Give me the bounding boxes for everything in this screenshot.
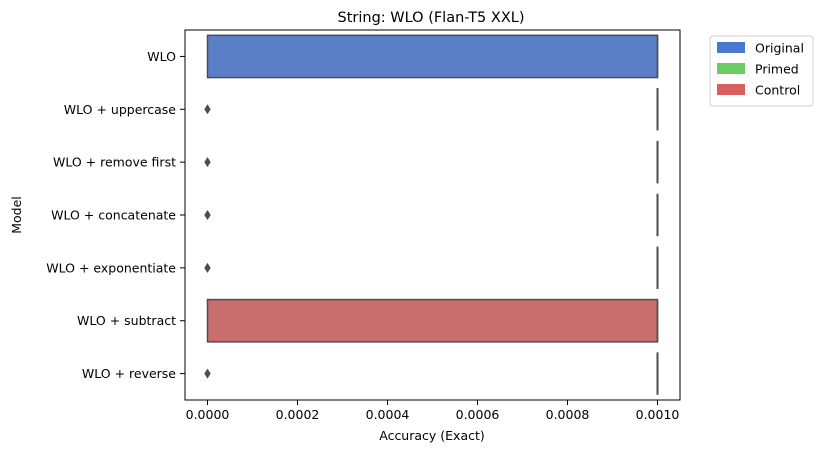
outlier-marker [204,210,211,220]
legend-swatch [717,84,745,95]
y-tick-label: WLO + reverse [82,366,176,381]
x-tick-label: 0.0002 [276,407,320,422]
x-axis-label: Accuracy (Exact) [379,428,485,443]
chart-title: String: WLO (Flan-T5 XXL) [338,10,525,26]
box [206,298,659,343]
outlier-marker [204,262,211,273]
x-tick-label: 0.0000 [186,407,230,422]
plot-area [184,29,681,401]
y-axis: WLO WLO + uppercase WLO + remove first WLO … [46,49,185,381]
boxes-layer [204,34,659,395]
box [206,34,659,79]
legend-swatch [717,42,745,53]
legend-swatch [717,63,745,74]
y-tick-label: WLO + concatenate [51,208,176,223]
y-axis-label: Model [9,196,24,234]
x-tick-label: 0.0008 [546,407,590,422]
x-axis: 0.0000 0.0002 0.0004 0.0006 0.0008 0.0010 [186,400,680,422]
legend: Original Primed Control [709,35,814,107]
y-tick-label: WLO + exponentiate [46,260,176,275]
y-tick-label: WLO [147,49,176,64]
y-tick-label: WLO + uppercase [64,102,177,117]
outlier-marker [204,104,211,115]
legend-label: Original [755,41,804,56]
outlier-marker [204,157,211,168]
y-tick-label: WLO + subtract [77,313,176,328]
x-tick-label: 0.0010 [636,407,680,422]
x-tick-label: 0.0004 [366,407,410,422]
outlier-marker [204,368,211,379]
y-tick-label: WLO + remove first [53,155,176,170]
legend-label: Control [755,83,800,98]
legend-label: Primed [755,62,799,77]
x-tick-label: 0.0006 [456,407,500,422]
